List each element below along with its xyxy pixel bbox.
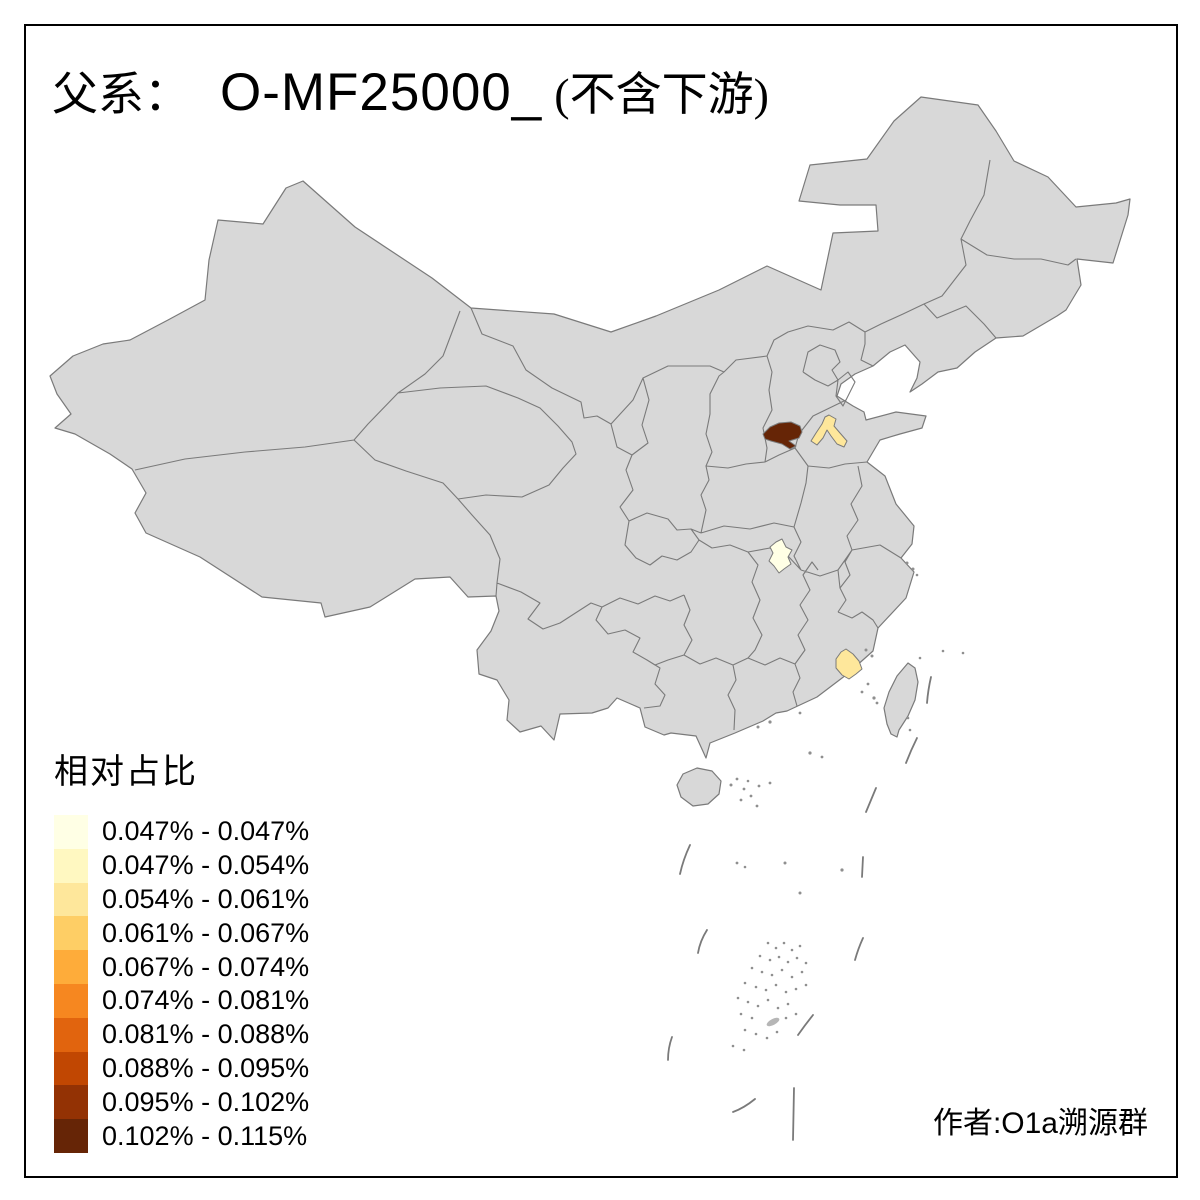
legend-item: 0.081% - 0.088% [54, 1017, 310, 1052]
legend-swatch [54, 1119, 88, 1153]
map-title: 父系： O-MF25000_ (不含下游) [52, 58, 769, 124]
taiwan-island [883, 662, 919, 738]
legend-label: 0.047% - 0.047% [102, 816, 310, 847]
legend-title: 相对占比 [54, 754, 198, 791]
hainan-island [676, 767, 722, 807]
legend-item: 0.067% - 0.074% [54, 950, 309, 984]
legend-label: 0.054% - 0.061% [102, 883, 310, 914]
legend-swatch [54, 815, 88, 849]
highlighted-region-2 [810, 414, 848, 448]
legend-item: 0.047% - 0.054% [54, 848, 310, 883]
title-suffix: (不含下游) [554, 69, 769, 120]
legend-item: 0.074% - 0.081% [54, 983, 310, 1018]
legend-label: 0.047% - 0.054% [102, 850, 310, 881]
legend-swatch [54, 950, 88, 984]
legend-label: 0.067% - 0.074% [102, 951, 310, 982]
legend-item: 0.095% - 0.102% [54, 1085, 310, 1120]
legend-label: 0.081% - 0.088% [102, 1019, 310, 1050]
legend-swatch [54, 882, 88, 917]
highlighted-region-4 [835, 648, 863, 680]
legend-swatch [54, 1017, 88, 1052]
highlighted-region-3 [768, 538, 793, 574]
legend-label: 0.088% - 0.095% [102, 1052, 310, 1083]
legend-label: 0.061% - 0.067% [102, 917, 310, 948]
title-prefix: 父系： [52, 69, 190, 120]
legend-swatch [54, 848, 88, 883]
legend-swatch [54, 916, 88, 951]
legend-item: 0.102% - 0.115% [54, 1119, 309, 1153]
legend-label: 0.095% - 0.102% [102, 1086, 310, 1117]
author-credit: 作者:O1a溯源群 [932, 1107, 1148, 1140]
legend-label: 0.102% - 0.115% [102, 1120, 308, 1151]
legend-label: 0.074% - 0.081% [102, 985, 310, 1016]
nine-dash-line [667, 676, 932, 1141]
legend-item: 0.061% - 0.067% [54, 916, 310, 951]
legend-swatch [54, 983, 88, 1018]
plot-frame [24, 24, 1178, 1178]
province-borders [134, 159, 1077, 731]
highlighted-region-1 [762, 421, 803, 450]
mainland-china [49, 96, 1131, 759]
legend-item: 0.054% - 0.061% [54, 882, 310, 917]
legend-swatch [54, 1085, 88, 1120]
legend-swatch [54, 1051, 88, 1086]
legend: 相对占比 0.047% - 0.047% 0.047% - 0.054% 0.0… [54, 744, 309, 1153]
legend-item: 0.088% - 0.095% [54, 1051, 310, 1086]
legend-item: 0.047% - 0.047% [54, 815, 309, 849]
sea-islands [729, 561, 965, 1052]
title-haplogroup-code: O-MF25000_ [220, 63, 543, 122]
